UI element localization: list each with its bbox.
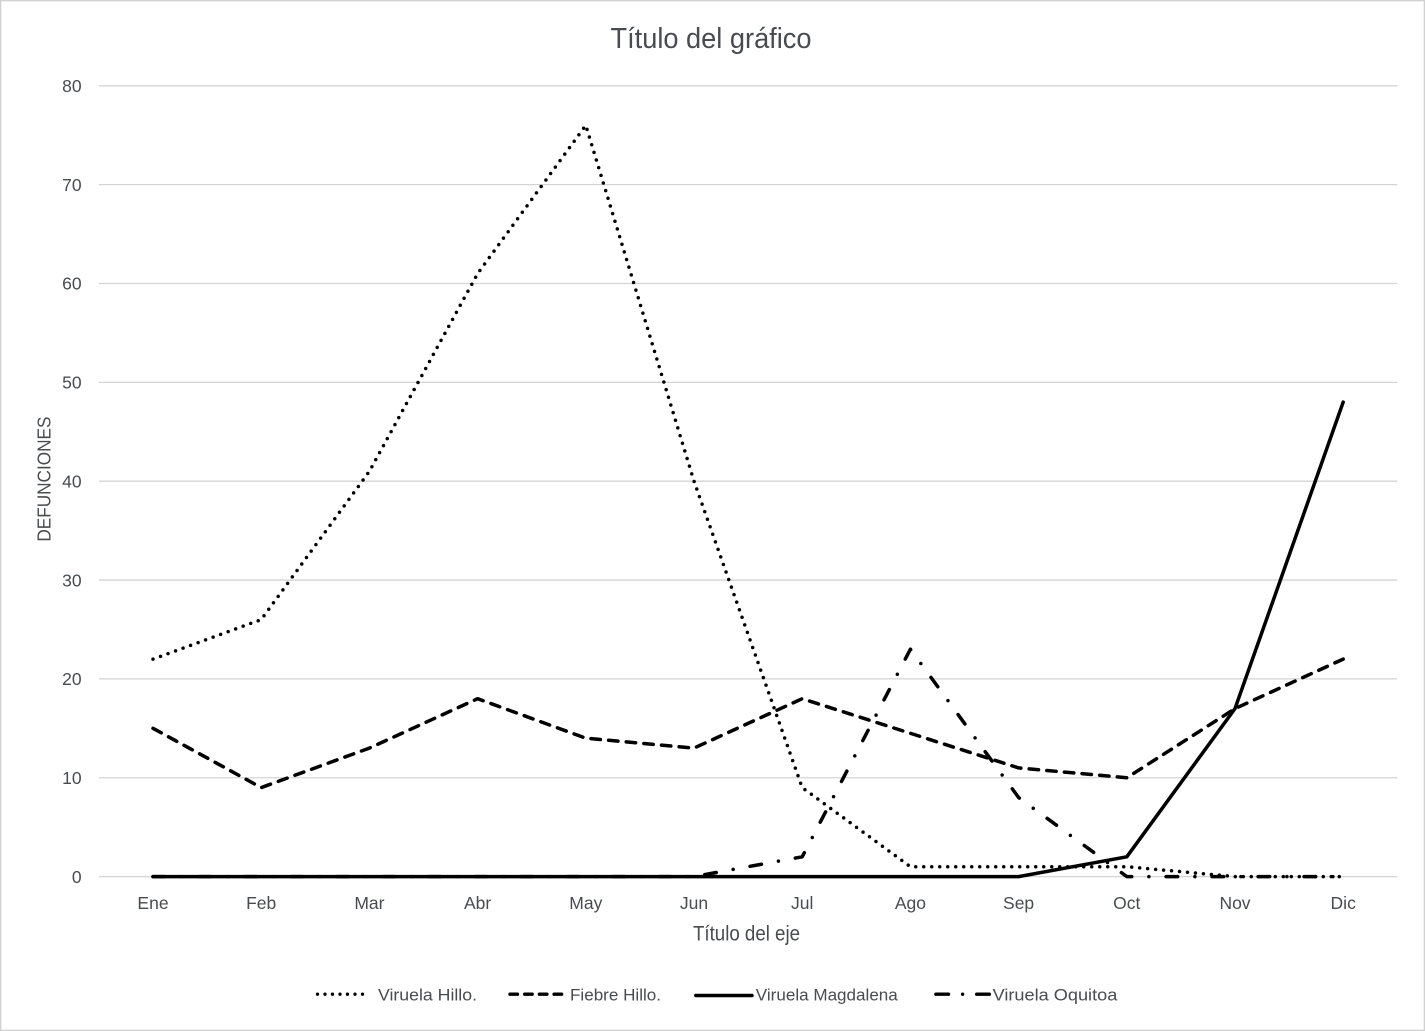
svg-text:Fiebre Hillo.: Fiebre Hillo.	[570, 986, 661, 1004]
svg-text:Sep: Sep	[1003, 893, 1034, 913]
svg-text:60: 60	[62, 274, 82, 294]
svg-text:Título del eje: Título del eje	[693, 922, 800, 946]
svg-text:Mar: Mar	[354, 893, 384, 913]
svg-text:Viruela Magdalena: Viruela Magdalena	[756, 986, 899, 1004]
svg-text:Oct: Oct	[1113, 893, 1140, 913]
svg-text:20: 20	[62, 669, 82, 689]
svg-text:Viruela Oquitoa: Viruela Oquitoa	[993, 986, 1119, 1004]
svg-text:Ene: Ene	[137, 893, 168, 913]
svg-text:Jun: Jun	[680, 893, 708, 913]
svg-text:Título del gráfico: Título del gráfico	[611, 23, 812, 55]
svg-text:May: May	[569, 893, 602, 913]
svg-text:0: 0	[72, 867, 82, 887]
svg-text:Abr: Abr	[464, 893, 491, 913]
svg-text:Viruela Hillo.: Viruela Hillo.	[378, 986, 477, 1004]
svg-text:70: 70	[62, 175, 82, 195]
svg-text:Dic: Dic	[1331, 893, 1357, 913]
svg-text:Nov: Nov	[1219, 893, 1250, 913]
svg-text:Feb: Feb	[246, 893, 276, 913]
svg-text:50: 50	[62, 373, 82, 393]
svg-text:DEFUNCIONES: DEFUNCIONES	[35, 417, 55, 542]
svg-text:80: 80	[62, 76, 82, 96]
svg-text:Jul: Jul	[791, 893, 813, 913]
svg-text:10: 10	[62, 768, 82, 788]
svg-text:30: 30	[62, 570, 82, 590]
svg-text:40: 40	[62, 471, 82, 491]
svg-text:Ago: Ago	[895, 893, 926, 913]
